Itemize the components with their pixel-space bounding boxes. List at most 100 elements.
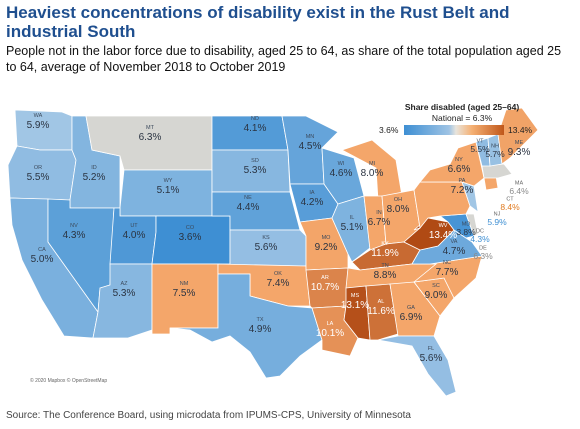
state-value-WA: 5.9%	[27, 120, 50, 131]
state-value-MT: 6.3%	[139, 132, 162, 143]
state-NC[interactable]	[412, 255, 483, 299]
state-abbr-ME: ME	[515, 140, 524, 146]
state-NM[interactable]	[151, 263, 219, 335]
state-value-PA: 7.2%	[451, 185, 474, 196]
legend-title: Share disabled (aged 25–64)	[404, 102, 520, 112]
state-value-IL: 5.1%	[341, 222, 364, 233]
state-abbr-AZ: AZ	[120, 281, 128, 287]
state-value-NY: 6.6%	[448, 164, 471, 175]
state-abbr-FL: FL	[428, 346, 434, 352]
legend-min-label: 3.6%	[379, 125, 399, 135]
state-value-CA: 5.0%	[31, 254, 54, 265]
state-TX[interactable]	[169, 273, 323, 379]
state-value-MI: 8.0%	[361, 168, 384, 179]
state-abbr-NJ: NJ	[494, 212, 501, 218]
state-abbr-UT: UT	[130, 223, 138, 229]
state-abbr-TX: TX	[256, 317, 263, 323]
state-abbr-KS: KS	[262, 235, 270, 241]
state-abbr-MA: MA	[515, 181, 524, 187]
state-value-SD: 5.3%	[244, 165, 267, 176]
state-FL[interactable]	[377, 335, 457, 397]
state-abbr-OH: OH	[394, 197, 402, 203]
state-shapes	[7, 107, 539, 397]
state-value-IA: 4.2%	[301, 197, 324, 208]
state-value-KY: 11.9%	[371, 248, 399, 259]
state-abbr-IL: IL	[350, 215, 355, 221]
state-value-OR: 5.5%	[27, 172, 50, 183]
state-value-IN: 6.7%	[368, 217, 391, 228]
state-abbr-TN: TN	[381, 263, 388, 269]
state-GA[interactable]	[389, 281, 441, 337]
state-abbr-MO: MO	[322, 235, 332, 241]
state-value-KS: 5.6%	[255, 242, 278, 253]
state-abbr-WI: WI	[338, 161, 345, 167]
state-abbr-MI: MI	[369, 161, 376, 167]
state-value-OK: 7.4%	[267, 278, 290, 289]
state-value-MN: 4.5%	[299, 141, 322, 152]
state-value-VA: 4.7%	[443, 246, 466, 257]
state-DE[interactable]	[465, 213, 479, 237]
state-abbr-SD: SD	[251, 158, 259, 164]
state-abbr-AL: AL	[378, 299, 385, 305]
state-abbr-CT: CT	[506, 197, 514, 203]
state-value-LA: 10.1%	[316, 328, 344, 339]
state-value-MD: 3.8%	[456, 227, 476, 237]
state-abbr-DE: DE	[479, 246, 487, 252]
state-WV[interactable]	[403, 217, 455, 251]
state-abbr-NM: NM	[180, 281, 189, 287]
chart-title: Heaviest concentrations of disability ex…	[6, 3, 510, 41]
state-ME[interactable]	[497, 107, 539, 165]
state-abbr-DC: DC	[476, 229, 484, 235]
state-value-SC: 9.0%	[425, 290, 448, 301]
state-value-NJ: 5.9%	[487, 217, 507, 227]
state-abbr-WV: WV	[439, 223, 448, 229]
state-abbr-CA: CA	[38, 247, 46, 253]
state-abbr-LA: LA	[327, 321, 334, 327]
state-value-WY: 5.1%	[157, 185, 180, 196]
state-value-WI: 4.6%	[330, 168, 353, 179]
state-abbr-OK: OK	[274, 271, 282, 277]
state-value-UT: 4.0%	[123, 230, 146, 241]
state-value-CO: 3.6%	[179, 232, 202, 243]
source-note: Source: The Conference Board, using micr…	[6, 410, 411, 421]
chart-subtitle: People not in the labor force due to dis…	[6, 44, 562, 74]
state-abbr-MT: MT	[146, 125, 155, 131]
legend-max-label: 13.4%	[508, 125, 533, 135]
state-AL[interactable]	[365, 283, 399, 341]
state-abbr-NE: NE	[244, 195, 252, 201]
state-abbr-KY: KY	[381, 241, 389, 247]
state-value-NM: 7.5%	[173, 288, 196, 299]
state-abbr-MN: MN	[306, 134, 315, 140]
state-value-MO: 9.2%	[315, 242, 338, 253]
state-value-AZ: 5.3%	[113, 288, 136, 299]
state-abbr-MS: MS	[351, 293, 360, 299]
state-abbr-VA: VA	[451, 239, 458, 245]
state-abbr-AR: AR	[321, 275, 329, 281]
legend-color-bar	[404, 125, 504, 135]
state-abbr-WY: WY	[164, 178, 173, 184]
state-value-FL: 5.6%	[420, 353, 443, 364]
state-abbr-GA: GA	[407, 305, 415, 311]
state-value-OH: 8.0%	[387, 204, 410, 215]
state-abbr-WA: WA	[34, 113, 43, 119]
state-value-NC: 7.7%	[436, 267, 459, 278]
state-abbr-CO: CO	[186, 225, 195, 231]
legend-national-value: National = 6.3%	[431, 113, 493, 123]
state-value-ND: 4.1%	[244, 123, 267, 134]
state-abbr-OR: OR	[34, 165, 42, 171]
state-value-NE: 4.4%	[237, 202, 260, 213]
state-abbr-MD: MD	[462, 222, 471, 228]
state-abbr-IN: IN	[376, 210, 382, 216]
state-abbr-NV: NV	[70, 223, 78, 229]
state-value-AL: 11.6%	[367, 306, 395, 317]
state-value-AR: 10.7%	[311, 282, 339, 293]
state-labels: WA5.9%OR5.5%CA5.0%ID5.2%NV4.3%MT6.3%WY5.…	[27, 113, 531, 364]
state-abbr-PA: PA	[459, 178, 466, 184]
state-value-DE: 6.3%	[473, 251, 493, 261]
state-abbr-ND: ND	[251, 116, 259, 122]
state-abbr-NY: NY	[455, 157, 463, 163]
state-abbr-NC: NC	[443, 260, 451, 266]
state-abbr-ID: ID	[91, 165, 97, 171]
state-value-NV: 4.3%	[63, 230, 86, 241]
